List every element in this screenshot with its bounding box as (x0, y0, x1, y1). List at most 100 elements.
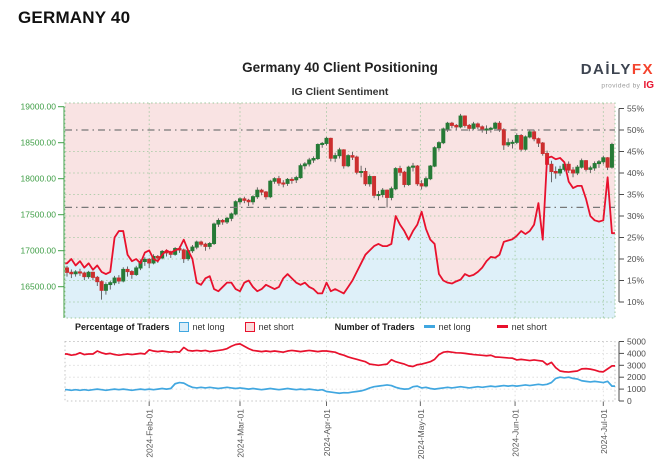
candle-body (103, 284, 108, 291)
candle-body (116, 277, 121, 282)
candle-body (423, 178, 428, 187)
candle-body (112, 277, 117, 284)
candle-body (354, 156, 359, 173)
legend-num-net-short-label: net short (511, 321, 547, 332)
candle-body (462, 115, 467, 126)
provided-by-text: provided by (601, 82, 641, 90)
candle-body (532, 131, 537, 140)
candle-body (519, 135, 524, 150)
count-axis-label: 4000 (627, 348, 646, 358)
legend-num-net-short: net short (496, 321, 547, 332)
dailyfx-logo: DAİLYFX provided by IG (581, 62, 654, 96)
price-axis-label: 18000.00 (21, 174, 57, 184)
dailyfx-brand-text: DAİLY (580, 61, 632, 78)
candle-body (315, 144, 320, 160)
pct-axis-label: 55% (627, 104, 644, 114)
candle-body (506, 142, 511, 146)
count-axis-label: 5000 (627, 337, 646, 347)
candle-body (220, 219, 225, 223)
candle-body (514, 135, 519, 143)
candle-body (134, 267, 139, 275)
candle-body (566, 163, 571, 171)
candle-body (467, 124, 472, 129)
sentiment-area-below (65, 156, 615, 318)
candle-body (458, 115, 463, 128)
candle-body (77, 271, 82, 274)
candle-body (367, 176, 372, 185)
candle-body (493, 122, 498, 129)
candle-body (121, 268, 126, 282)
candle-body (609, 144, 614, 168)
price-axis-label: 18500.00 (21, 138, 57, 148)
price-axis-label: 19000.00 (21, 102, 57, 112)
legend-num-of-traders-label: Number of Traders (334, 321, 415, 332)
candle-body (497, 122, 502, 131)
pct-axis-label: 10% (627, 297, 644, 307)
x-axis-label: 2024-May-01 (416, 409, 426, 459)
candle-body (393, 168, 398, 190)
traders-net-long-line (65, 376, 615, 395)
page-title: GERMANY 40 (18, 8, 131, 27)
candle-body (402, 171, 407, 185)
pct-axis-label: 45% (627, 147, 644, 157)
pct-axis-label: 35% (627, 190, 644, 200)
candle-body (350, 155, 355, 158)
candle-body (129, 271, 134, 275)
chart-subtitle: IG Client Sentiment (291, 86, 389, 98)
candle-body (363, 171, 368, 185)
candle-body (579, 160, 584, 168)
candle-body (359, 171, 364, 173)
candle-body (272, 178, 277, 182)
pct-axis-label: 20% (627, 254, 644, 264)
candle-body (454, 124, 459, 128)
candle-body (268, 180, 273, 198)
candle-body (406, 166, 411, 185)
candle-body (337, 149, 342, 157)
candle-body (380, 189, 385, 196)
candle-body (285, 178, 290, 184)
candle-body (592, 163, 597, 169)
legend-pct-net-short-label: net short (258, 321, 294, 332)
candle-body (298, 165, 303, 179)
candle-body (558, 168, 563, 174)
legend-num-net-long-label: net long (438, 321, 471, 332)
candle-body (99, 281, 104, 291)
candle-body (584, 160, 588, 170)
candle-body (250, 196, 255, 203)
candle-body (181, 249, 186, 260)
candle-body (95, 276, 100, 283)
candle-body (203, 243, 208, 247)
candle-body (436, 142, 441, 149)
candle-body (480, 126, 485, 131)
x-axis-label: 2024-Feb-01 (145, 409, 155, 458)
candle-body (225, 217, 230, 223)
candle-body (302, 163, 307, 167)
candle-body (428, 165, 433, 180)
candle-body (328, 137, 333, 159)
candle-body (346, 155, 351, 167)
legend-pct-of-traders-label: Percentage of Traders (75, 321, 170, 332)
ig-logo-text: IG (643, 80, 654, 92)
candle-body (82, 272, 87, 278)
candle-body (398, 168, 403, 173)
dailyfx-wordmark: DAİLYFX (581, 62, 654, 79)
count-axis-label: 2000 (627, 372, 646, 382)
chart-title: Germany 40 Client Positioning (242, 60, 438, 75)
candle-body (536, 138, 541, 144)
legend-pct-net-long-label: net long (192, 321, 225, 332)
candle-body (125, 268, 130, 273)
candle-body (415, 165, 420, 185)
candle-body (601, 157, 606, 163)
candle-body (242, 198, 247, 201)
candle-body (294, 177, 299, 181)
count-axis-label: 3000 (627, 360, 646, 370)
candle-body (276, 178, 281, 184)
candle-body (501, 129, 506, 146)
candle-body (281, 182, 286, 185)
legend-pct-net-short: net short (244, 321, 294, 332)
legend-pct-net-long: net long (178, 321, 225, 332)
pct-axis-label: 30% (627, 211, 644, 221)
candle-body (194, 241, 199, 248)
candle-body (263, 191, 268, 198)
